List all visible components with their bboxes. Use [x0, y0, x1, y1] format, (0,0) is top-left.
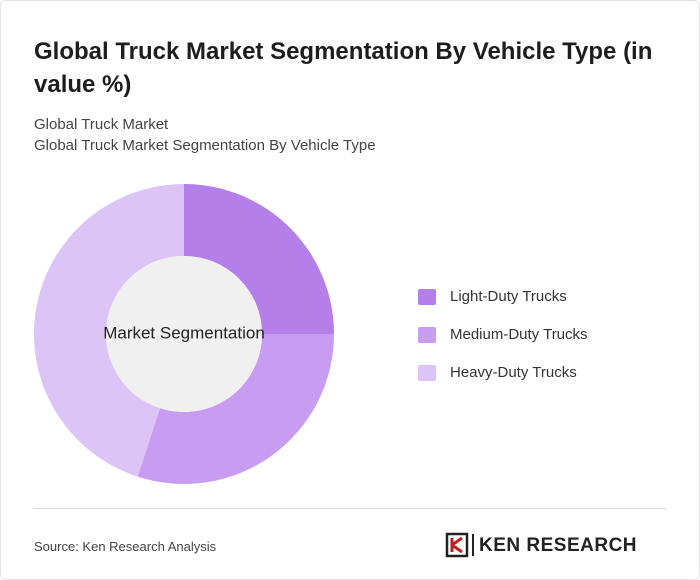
subtitle: Global Truck Market Segmentation By Vehi… [34, 137, 376, 154]
legend-label: Heavy-Duty Trucks [450, 364, 577, 381]
legend-swatch [418, 327, 436, 343]
center-label: Market Segmentation [103, 323, 265, 342]
donut-hole [106, 256, 262, 412]
divider [34, 508, 667, 509]
legend-swatch [418, 365, 436, 381]
legend-label: Light-Duty Trucks [450, 288, 567, 305]
donut-slice [137, 334, 334, 485]
source: Source: Ken Research Analysis [34, 539, 217, 554]
donut-slice [184, 184, 334, 334]
donut-slice [34, 184, 184, 477]
chart-title: Global Truck Market Segmentation By Vehi… [34, 38, 653, 98]
brand-logo [445, 532, 474, 558]
logo-k [450, 536, 463, 554]
breadcrumb: Global Truck Market [34, 116, 169, 133]
logo-frame [445, 532, 469, 558]
brand-name: KEN RESEARCH [479, 535, 637, 556]
legend-swatch [418, 289, 436, 305]
legend-label: Medium-Duty Trucks [450, 326, 588, 343]
